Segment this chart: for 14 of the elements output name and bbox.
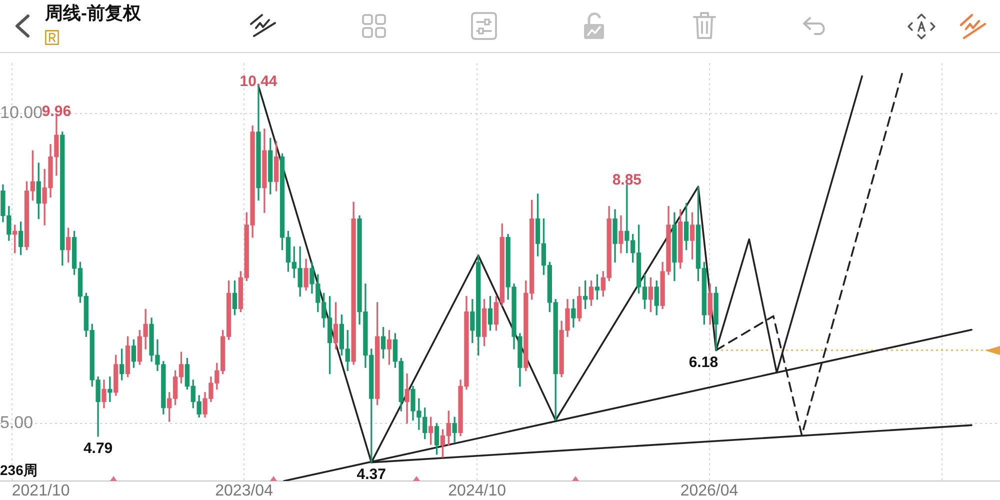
y-tick-label: 10.00 [0,103,43,122]
annotation: 9.96 [42,102,72,120]
annotation: 4.79 [83,440,113,458]
y-tick-label: 5.00 [0,413,34,432]
annotation: 6.18 [688,354,718,371]
annotation: 8.85 [612,172,642,189]
annotation: 10.44 [240,73,278,90]
chart-title: 周线-前复权 [45,3,141,24]
x-tick-label: 2021/10 [12,482,70,500]
x-tick-label: 2026/04 [680,482,738,500]
annotation: 4.37 [356,466,386,484]
x-tick-label: 2023/04 [215,482,274,500]
x-tick-label: 2024/10 [448,482,506,500]
annotation: 236周 [0,462,38,478]
